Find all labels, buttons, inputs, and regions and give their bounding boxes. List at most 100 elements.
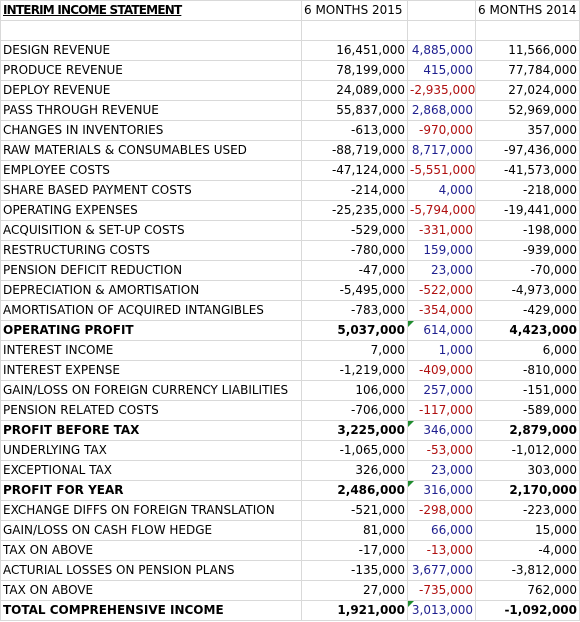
variance-cell[interactable]: 316,000	[407, 480, 476, 501]
value-2015-cell[interactable]: -47,000	[301, 260, 408, 281]
value-2015-cell[interactable]: 16,451,000	[301, 40, 408, 61]
value-2014-cell[interactable]: -41,573,000	[475, 160, 580, 181]
value-2015-cell[interactable]: 7,000	[301, 340, 408, 361]
value-2015-cell[interactable]: 24,089,000	[301, 80, 408, 101]
variance-cell[interactable]: 23,000	[407, 260, 476, 281]
line-item-label-cell[interactable]: EXCHANGE DIFFS ON FOREIGN TRANSLATION	[0, 500, 302, 521]
variance-cell[interactable]: 23,000	[407, 460, 476, 481]
value-2015-cell[interactable]: 1,921,000	[301, 600, 408, 621]
value-2015-cell[interactable]: -783,000	[301, 300, 408, 321]
value-2015-cell[interactable]: 55,837,000	[301, 100, 408, 121]
value-2015-cell[interactable]: -135,000	[301, 560, 408, 581]
value-2015-cell[interactable]: 27,000	[301, 580, 408, 601]
line-item-label-cell[interactable]: PENSION DEFICIT REDUCTION	[0, 260, 302, 281]
value-2014-cell[interactable]: -1,012,000	[475, 440, 580, 461]
variance-cell[interactable]: -522,000	[407, 280, 476, 301]
value-2014-cell[interactable]: -223,000	[475, 500, 580, 521]
header-6-months-2014-cell[interactable]: 6 MONTHS 2014	[475, 0, 580, 21]
line-item-label-cell[interactable]: CHANGES IN INVENTORIES	[0, 120, 302, 141]
variance-cell[interactable]: 8,717,000	[407, 140, 476, 161]
line-item-label-cell[interactable]: ACTURIAL LOSSES ON PENSION PLANS	[0, 560, 302, 581]
value-2015-cell[interactable]: 81,000	[301, 520, 408, 541]
value-2014-cell[interactable]: -3,812,000	[475, 560, 580, 581]
value-2014-cell[interactable]: -198,000	[475, 220, 580, 241]
value-2015-cell[interactable]: -5,495,000	[301, 280, 408, 301]
value-2014-cell[interactable]: -151,000	[475, 380, 580, 401]
line-item-label-cell[interactable]: PROFIT BEFORE TAX	[0, 420, 302, 441]
line-item-label-cell[interactable]: PROFIT FOR YEAR	[0, 480, 302, 501]
variance-cell[interactable]: 257,000	[407, 380, 476, 401]
variance-cell[interactable]: 346,000	[407, 420, 476, 441]
value-2014-cell[interactable]: -589,000	[475, 400, 580, 421]
value-2015-cell[interactable]: 326,000	[301, 460, 408, 481]
line-item-label-cell[interactable]: AMORTISATION OF ACQUIRED INTANGIBLES	[0, 300, 302, 321]
value-2014-cell[interactable]: -97,436,000	[475, 140, 580, 161]
value-2015-cell[interactable]: -17,000	[301, 540, 408, 561]
value-2014-cell[interactable]: 6,000	[475, 340, 580, 361]
empty-cell[interactable]	[301, 20, 408, 41]
variance-cell[interactable]: -331,000	[407, 220, 476, 241]
value-2015-cell[interactable]: -1,065,000	[301, 440, 408, 461]
value-2014-cell[interactable]: -939,000	[475, 240, 580, 261]
line-item-label-cell[interactable]: PENSION RELATED COSTS	[0, 400, 302, 421]
value-2015-cell[interactable]: -780,000	[301, 240, 408, 261]
variance-cell[interactable]: -2,935,000	[407, 80, 476, 101]
value-2014-cell[interactable]: 357,000	[475, 120, 580, 141]
line-item-label-cell[interactable]: INTEREST INCOME	[0, 340, 302, 361]
variance-cell[interactable]: 66,000	[407, 520, 476, 541]
value-2015-cell[interactable]: -529,000	[301, 220, 408, 241]
line-item-label-cell[interactable]: DEPRECIATION & AMORTISATION	[0, 280, 302, 301]
value-2014-cell[interactable]: -4,973,000	[475, 280, 580, 301]
header-variance-cell[interactable]	[407, 0, 476, 21]
variance-cell[interactable]: 3,677,000	[407, 560, 476, 581]
variance-cell[interactable]: -409,000	[407, 360, 476, 381]
empty-cell[interactable]	[407, 20, 476, 41]
header-6-months-2015-cell[interactable]: 6 MONTHS 2015	[301, 0, 408, 21]
value-2014-cell[interactable]: -4,000	[475, 540, 580, 561]
value-2015-cell[interactable]: -613,000	[301, 120, 408, 141]
variance-cell[interactable]: 1,000	[407, 340, 476, 361]
value-2015-cell[interactable]: -25,235,000	[301, 200, 408, 221]
variance-cell[interactable]: -298,000	[407, 500, 476, 521]
line-item-label-cell[interactable]: GAIN/LOSS ON CASH FLOW HEDGE	[0, 520, 302, 541]
line-item-label-cell[interactable]: EMPLOYEE COSTS	[0, 160, 302, 181]
value-2014-cell[interactable]: 2,879,000	[475, 420, 580, 441]
empty-cell[interactable]	[475, 20, 580, 41]
variance-cell[interactable]: -13,000	[407, 540, 476, 561]
line-item-label-cell[interactable]: TAX ON ABOVE	[0, 540, 302, 561]
line-item-label-cell[interactable]: PASS THROUGH REVENUE	[0, 100, 302, 121]
line-item-label-cell[interactable]: EXCEPTIONAL TAX	[0, 460, 302, 481]
value-2014-cell[interactable]: 77,784,000	[475, 60, 580, 81]
value-2015-cell[interactable]: 106,000	[301, 380, 408, 401]
variance-cell[interactable]: -354,000	[407, 300, 476, 321]
value-2014-cell[interactable]: -218,000	[475, 180, 580, 201]
variance-cell[interactable]: -970,000	[407, 120, 476, 141]
line-item-label-cell[interactable]: OPERATING PROFIT	[0, 320, 302, 341]
line-item-label-cell[interactable]: UNDERLYING TAX	[0, 440, 302, 461]
value-2015-cell[interactable]: -47,124,000	[301, 160, 408, 181]
value-2014-cell[interactable]: -429,000	[475, 300, 580, 321]
value-2015-cell[interactable]: 2,486,000	[301, 480, 408, 501]
variance-cell[interactable]: 614,000	[407, 320, 476, 341]
line-item-label-cell[interactable]: GAIN/LOSS ON FOREIGN CURRENCY LIABILITIE…	[0, 380, 302, 401]
line-item-label-cell[interactable]: RAW MATERIALS & CONSUMABLES USED	[0, 140, 302, 161]
variance-cell[interactable]: -5,551,000	[407, 160, 476, 181]
value-2015-cell[interactable]: -88,719,000	[301, 140, 408, 161]
line-item-label-cell[interactable]: OPERATING EXPENSES	[0, 200, 302, 221]
value-2015-cell[interactable]: 78,199,000	[301, 60, 408, 81]
line-item-label-cell[interactable]: ACQUISITION & SET-UP COSTS	[0, 220, 302, 241]
value-2014-cell[interactable]: 4,423,000	[475, 320, 580, 341]
line-item-label-cell[interactable]: PRODUCE REVENUE	[0, 60, 302, 81]
value-2015-cell[interactable]: -214,000	[301, 180, 408, 201]
variance-cell[interactable]: -117,000	[407, 400, 476, 421]
statement-title-cell[interactable]: INTERIM INCOME STATEMENT	[0, 0, 302, 21]
value-2015-cell[interactable]: 5,037,000	[301, 320, 408, 341]
line-item-label-cell[interactable]: DEPLOY REVENUE	[0, 80, 302, 101]
variance-cell[interactable]: 159,000	[407, 240, 476, 261]
variance-cell[interactable]: 4,000	[407, 180, 476, 201]
line-item-label-cell[interactable]: SHARE BASED PAYMENT COSTS	[0, 180, 302, 201]
value-2015-cell[interactable]: -521,000	[301, 500, 408, 521]
value-2014-cell[interactable]: 15,000	[475, 520, 580, 541]
value-2015-cell[interactable]: -706,000	[301, 400, 408, 421]
value-2014-cell[interactable]: -19,441,000	[475, 200, 580, 221]
